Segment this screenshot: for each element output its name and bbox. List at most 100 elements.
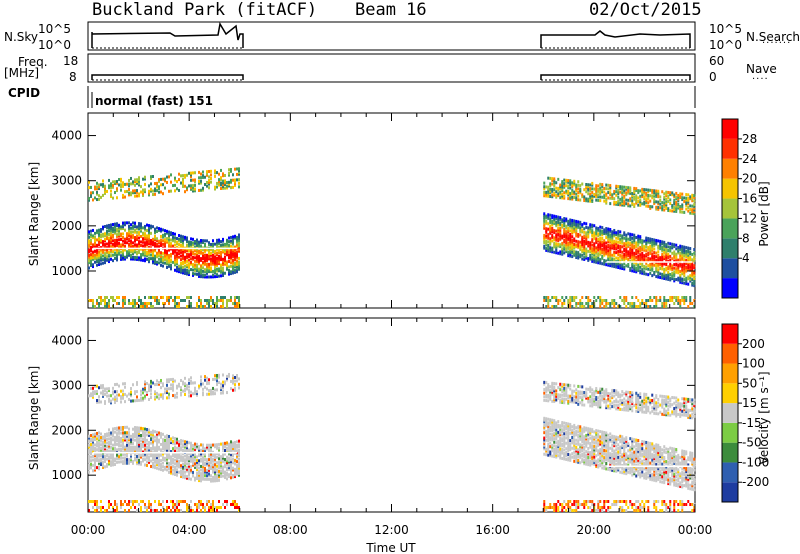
heatmap-cell xyxy=(627,302,630,305)
heatmap-cell xyxy=(102,179,104,183)
heatmap-cell xyxy=(200,477,202,481)
heatmap-cell xyxy=(637,263,640,267)
heatmap-cell xyxy=(641,262,644,266)
heatmap-cell xyxy=(118,393,120,397)
heatmap-cell xyxy=(206,459,208,463)
heatmap-cell xyxy=(190,470,192,474)
heatmap-cell xyxy=(583,236,586,240)
heatmap-cell xyxy=(158,447,160,451)
heatmap-cell xyxy=(176,506,178,509)
heatmap-cell xyxy=(661,258,664,262)
heatmap-cell xyxy=(144,233,146,237)
heatmap-cell xyxy=(210,253,212,257)
heatmap-cell xyxy=(689,256,692,260)
heatmap-cell xyxy=(132,460,134,464)
heatmap-cell xyxy=(577,240,580,244)
heatmap-cell xyxy=(621,187,624,191)
heatmap-cell xyxy=(136,230,138,234)
heatmap-cell xyxy=(210,479,212,483)
heatmap-cell xyxy=(192,252,194,256)
heatmap-cell xyxy=(186,476,188,480)
heatmap-cell xyxy=(118,460,120,464)
heatmap-cell xyxy=(583,252,586,256)
heatmap-cell xyxy=(681,263,684,267)
heatmap-cell xyxy=(152,254,154,258)
heatmap-cell xyxy=(589,197,592,201)
heatmap-cell xyxy=(569,241,572,245)
heatmap-cell xyxy=(657,193,660,197)
heatmap-cell xyxy=(567,184,570,188)
heatmap-cell xyxy=(629,252,632,256)
heatmap-cell xyxy=(120,183,122,187)
heatmap-cell xyxy=(124,228,126,232)
heatmap-cell xyxy=(555,216,558,220)
heatmap-cell xyxy=(218,183,220,187)
heatmap-cell xyxy=(563,182,566,186)
heatmap-cell xyxy=(214,452,216,456)
heatmap-cell xyxy=(138,299,140,302)
heatmap-cell xyxy=(162,228,164,232)
heatmap-cell xyxy=(104,239,106,243)
heatmap-cell xyxy=(691,261,694,265)
heatmap-cell xyxy=(132,257,134,261)
heatmap-cell xyxy=(116,453,118,457)
heatmap-cell xyxy=(120,257,122,261)
heatmap-cell xyxy=(196,240,198,244)
heatmap-cell xyxy=(677,206,680,210)
heatmap-cell xyxy=(182,249,184,253)
heatmap-cell xyxy=(665,192,668,196)
heatmap-cell xyxy=(118,442,120,446)
heatmap-cell xyxy=(152,443,154,447)
heatmap-cell xyxy=(693,258,696,262)
heatmap-cell xyxy=(194,465,196,469)
heatmap-cell xyxy=(114,448,116,452)
heatmap-cell xyxy=(132,399,134,403)
heatmap-cell xyxy=(192,272,194,276)
heatmap-cell xyxy=(639,236,642,240)
heatmap-cell xyxy=(162,441,164,445)
heatmap-cell xyxy=(625,299,628,302)
heatmap-cell xyxy=(549,219,552,223)
heatmap-cell xyxy=(633,305,636,308)
heatmap-cell xyxy=(144,177,146,181)
heatmap-cell xyxy=(136,454,138,458)
nsky-trace-2 xyxy=(540,30,691,48)
heatmap-cell xyxy=(96,185,98,189)
heatmap-cell xyxy=(138,446,140,450)
heatmap-cell xyxy=(148,455,150,459)
heatmap-cell xyxy=(605,198,608,202)
heatmap-cell xyxy=(172,465,174,469)
heatmap-cell xyxy=(230,476,232,480)
heatmap-cell xyxy=(232,238,234,242)
heatmap-cell xyxy=(196,393,198,397)
heatmap-cell xyxy=(559,216,562,220)
heatmap-cell xyxy=(559,250,562,254)
heatmap-cell xyxy=(675,200,678,204)
heatmap-cell xyxy=(543,237,546,241)
heatmap-cell xyxy=(108,442,110,446)
heatmap-cell xyxy=(635,263,638,267)
heatmap-cell xyxy=(176,302,178,305)
heatmap-cell xyxy=(148,446,150,450)
heatmap-cell xyxy=(196,252,198,256)
heatmap-cell xyxy=(160,253,162,257)
heatmap-cell xyxy=(202,475,204,479)
heatmap-cell xyxy=(573,223,576,227)
heatmap-cell xyxy=(214,185,216,189)
heatmap-cell xyxy=(238,178,240,182)
heatmap-cell xyxy=(108,245,110,249)
heatmap-cell xyxy=(136,431,138,435)
heatmap-cell xyxy=(170,263,172,267)
heatmap-cell xyxy=(114,226,116,230)
heatmap-cell xyxy=(669,254,672,258)
heatmap-cell xyxy=(182,382,184,386)
heatmap-cell xyxy=(691,267,694,271)
heatmap-cell xyxy=(581,182,584,186)
heatmap-cell xyxy=(557,217,560,221)
heatmap-cell xyxy=(160,242,162,246)
heatmap-cell xyxy=(174,302,176,305)
heatmap-cell xyxy=(198,470,200,474)
heatmap-cell xyxy=(591,305,594,308)
heatmap-cell xyxy=(162,242,164,246)
heatmap-cell xyxy=(232,475,234,479)
